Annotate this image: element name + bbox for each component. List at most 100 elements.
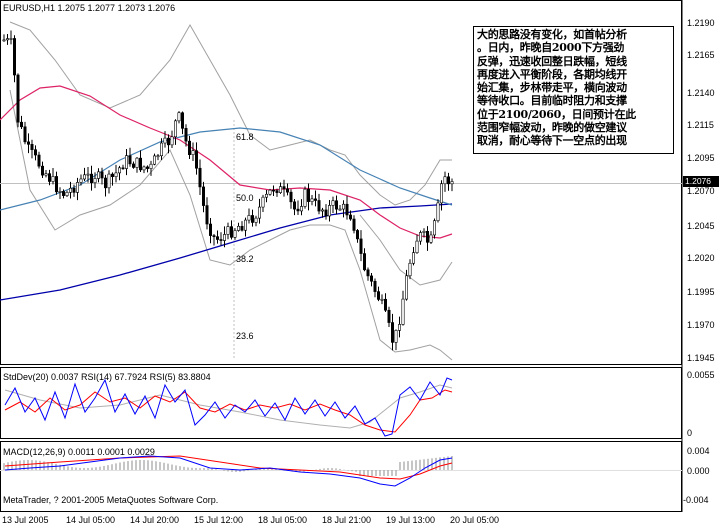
- note-line: 取消，耐心等待下一空点的出现: [477, 134, 627, 148]
- candle-body: [2, 39, 6, 42]
- candle-body: [90, 173, 94, 184]
- candle-body: [331, 200, 335, 206]
- time-tick: 18 Jul 05:00: [258, 515, 308, 525]
- candle-body: [156, 155, 160, 158]
- candle-body: [289, 191, 293, 203]
- candle-body: [404, 275, 408, 300]
- candle-body: [76, 182, 80, 193]
- candle-body: [268, 189, 272, 195]
- candle-body: [177, 112, 181, 122]
- candle-body: [240, 225, 244, 231]
- macd-histogram: [3, 456, 453, 476]
- candle-body: [334, 200, 338, 210]
- bollinger-lower: [9, 89, 453, 361]
- candle-body: [418, 232, 422, 242]
- price-tick: 1.1945: [687, 353, 715, 363]
- candle-body: [278, 186, 282, 193]
- stddev-axis-tick: 0: [687, 428, 693, 438]
- candle-body: [104, 177, 108, 189]
- candle-body: [429, 234, 433, 243]
- note-line: 再度进入平衡阶段，各期均线开: [477, 67, 627, 81]
- macd-panel-frame: [0, 441, 682, 512]
- price-tick: 1.2070: [687, 186, 715, 196]
- candle-body: [373, 280, 377, 292]
- candle-body: [30, 144, 34, 150]
- price-tick: 1.2140: [687, 88, 715, 98]
- candle-body: [184, 128, 188, 142]
- candle-body: [58, 191, 62, 193]
- candle-body: [139, 157, 143, 171]
- candle-body: [111, 173, 115, 177]
- candle-body: [149, 163, 153, 169]
- price-tick: 1.2095: [687, 153, 715, 163]
- note-line: 。日内，昨晚自2000下方强劲: [477, 41, 625, 55]
- time-tick: 13 Jul 2005: [2, 515, 49, 525]
- candle-body: [327, 205, 331, 217]
- note-line: 大的思路没有变化，如首帖分析: [477, 28, 627, 41]
- candle-body: [380, 298, 384, 301]
- fib-label-23: 23.6: [236, 331, 254, 341]
- candle-body: [422, 230, 426, 233]
- candle-body: [86, 173, 90, 176]
- candle-body: [191, 150, 195, 155]
- candle-body: [219, 239, 223, 241]
- candle-body: [153, 155, 157, 165]
- candle-body: [359, 238, 363, 254]
- ma-steelblue: [0, 127, 453, 211]
- candle-body: [163, 137, 167, 144]
- candle-body: [432, 220, 436, 236]
- candle-body: [411, 252, 415, 264]
- analysis-note-box: 大的思路没有变化，如首帖分析 。日内，昨晚自2000下方强劲 反弹，迅速收回整日…: [473, 26, 674, 154]
- candle-body: [40, 165, 44, 176]
- macd-axis-tick: 0.004: [687, 446, 710, 456]
- stddev-panel-title: StdDev(20) 0.0037 RSI(14) 67.7924 RSI(5)…: [3, 372, 211, 382]
- candle-body: [446, 176, 450, 185]
- fib-label-50: 50.0: [236, 193, 254, 203]
- price-tick: 1.2020: [687, 253, 715, 263]
- candle-body: [69, 187, 73, 193]
- candle-body: [33, 149, 37, 156]
- candle-body: [324, 209, 328, 217]
- candle-body: [397, 324, 401, 331]
- macd-main-line: [4, 455, 453, 487]
- candle-body: [118, 167, 122, 174]
- fib-label-61: 61.8: [236, 132, 254, 142]
- current-price-marker: 1.2076: [683, 176, 719, 187]
- candle-body: [226, 226, 230, 235]
- ma-blue-long: [0, 203, 453, 301]
- candle-body: [19, 121, 23, 128]
- candle-body: [299, 206, 303, 212]
- candle-body: [362, 253, 366, 271]
- macd-axis-tick: -0.004: [683, 495, 709, 505]
- candle-body: [93, 178, 97, 184]
- candle-body: [121, 167, 125, 170]
- candle-body: [310, 198, 314, 202]
- candle-body: [107, 173, 111, 189]
- candle-body: [292, 201, 296, 210]
- candle-body: [223, 234, 227, 241]
- candle-body: [341, 203, 345, 210]
- candle-body: [303, 188, 307, 207]
- candle-body: [202, 186, 206, 206]
- candle-body: [366, 269, 370, 277]
- price-tick: 1.2045: [687, 221, 715, 231]
- price-tick: 1.2115: [687, 120, 714, 130]
- ma-pink: [0, 85, 453, 239]
- bollinger-upper: [9, 21, 452, 206]
- copyright-text: MetaTrader, ? 2001-2005 MetaQuotes Softw…: [3, 495, 219, 505]
- candle-body: [209, 223, 213, 236]
- note-line: 等待收口。目前临时阻力和支撑: [477, 94, 627, 108]
- candle-body: [26, 141, 30, 145]
- candle-body: [9, 38, 13, 40]
- candle-body: [237, 225, 241, 231]
- candle-body: [44, 173, 48, 176]
- candle-body: [257, 206, 261, 219]
- candle-body: [61, 191, 65, 196]
- candle-body: [348, 214, 352, 220]
- time-tick: 15 Jul 12:00: [194, 515, 244, 525]
- candle-body: [167, 137, 171, 146]
- time-tick: 20 Jul 05:00: [450, 515, 500, 525]
- candle-body: [233, 230, 237, 238]
- candle-body: [216, 236, 220, 240]
